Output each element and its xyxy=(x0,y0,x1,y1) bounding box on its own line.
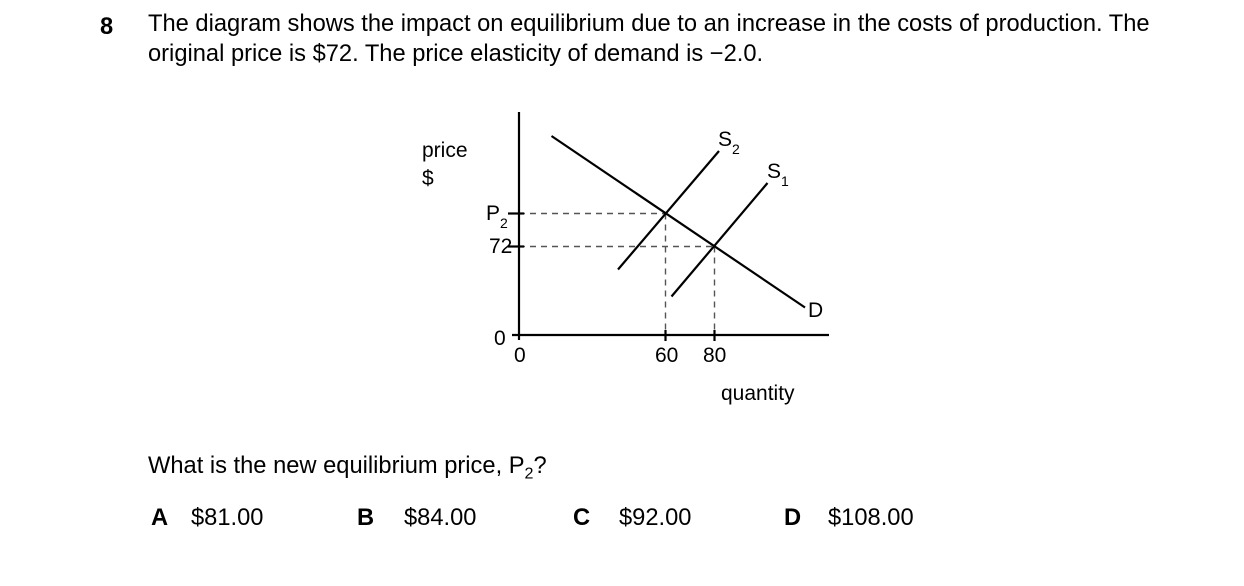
svg-text:60: 60 xyxy=(655,344,678,367)
svg-text:80: 80 xyxy=(703,344,726,367)
svg-text:72: 72 xyxy=(489,235,512,258)
svg-text:S1: S1 xyxy=(767,160,789,189)
svg-text:D: D xyxy=(808,299,823,322)
svg-text:$: $ xyxy=(422,167,434,190)
svg-text:P2: P2 xyxy=(486,202,508,231)
svg-text:quantity: quantity xyxy=(721,382,795,405)
svg-text:S2: S2 xyxy=(718,128,740,157)
svg-text:0: 0 xyxy=(494,327,506,350)
svg-text:0: 0 xyxy=(514,344,526,367)
svg-text:price: price xyxy=(422,139,468,162)
